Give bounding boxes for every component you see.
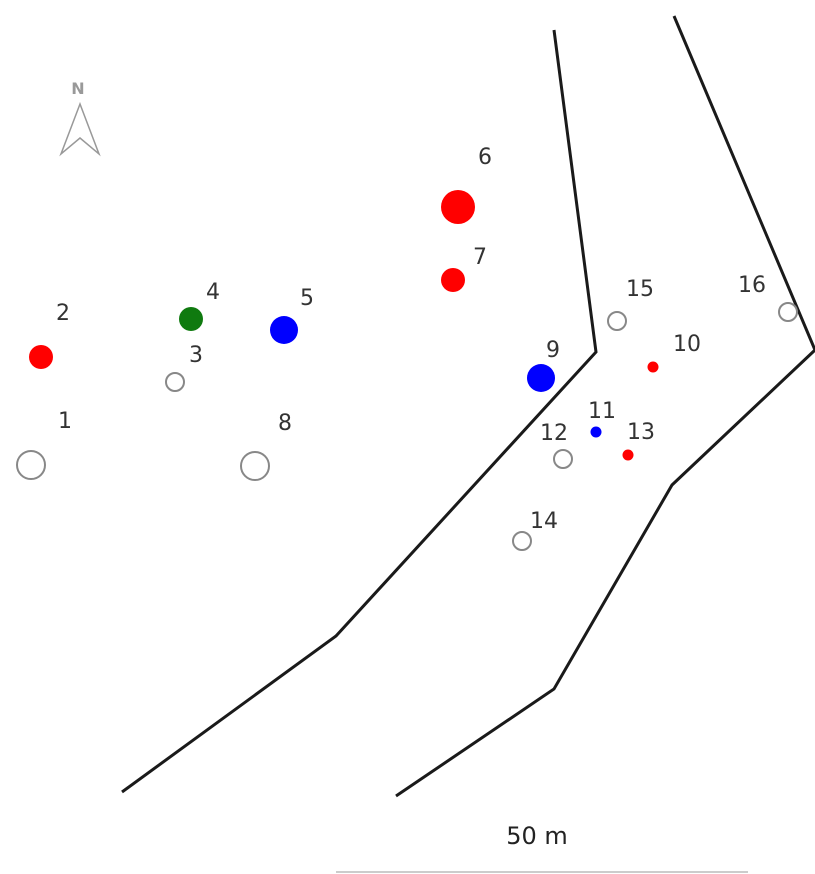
site-marker-3 [165, 372, 185, 392]
site-label-1: 1 [58, 409, 72, 434]
site-label-12: 12 [540, 421, 568, 446]
site-marker-6 [441, 190, 475, 224]
site-label-11: 11 [588, 399, 616, 424]
site-marker-11 [590, 426, 602, 438]
site-marker-10 [647, 361, 659, 373]
site-label-16: 16 [738, 273, 766, 298]
north-label: N [71, 79, 84, 98]
site-label-8: 8 [278, 411, 292, 436]
site-marker-5 [270, 316, 298, 344]
site-label-13: 13 [627, 420, 655, 445]
site-label-5: 5 [300, 286, 314, 311]
site-label-2: 2 [56, 301, 70, 326]
site-label-7: 7 [473, 245, 487, 270]
site-marker-1 [16, 450, 46, 480]
site-marker-13 [622, 449, 634, 461]
site-label-14: 14 [530, 509, 558, 534]
site-marker-2 [29, 345, 53, 369]
site-label-3: 3 [189, 343, 203, 368]
river-bank-right [395, 15, 815, 798]
north-arrow-icon: N [59, 79, 101, 157]
site-marker-8 [240, 451, 270, 481]
river-bank-left [121, 29, 598, 794]
site-marker-9 [527, 364, 555, 392]
site-label-6: 6 [478, 145, 492, 170]
site-label-15: 15 [626, 277, 654, 302]
site-marker-7 [441, 268, 465, 292]
site-marker-4 [179, 307, 203, 331]
site-label-4: 4 [206, 280, 220, 305]
site-marker-16 [778, 302, 798, 322]
site-marker-12 [553, 449, 573, 469]
scale-label: 50 m [506, 822, 568, 850]
site-label-10: 10 [673, 332, 701, 357]
site-marker-14 [512, 531, 532, 551]
site-marker-15 [607, 311, 627, 331]
site-label-9: 9 [546, 338, 560, 363]
